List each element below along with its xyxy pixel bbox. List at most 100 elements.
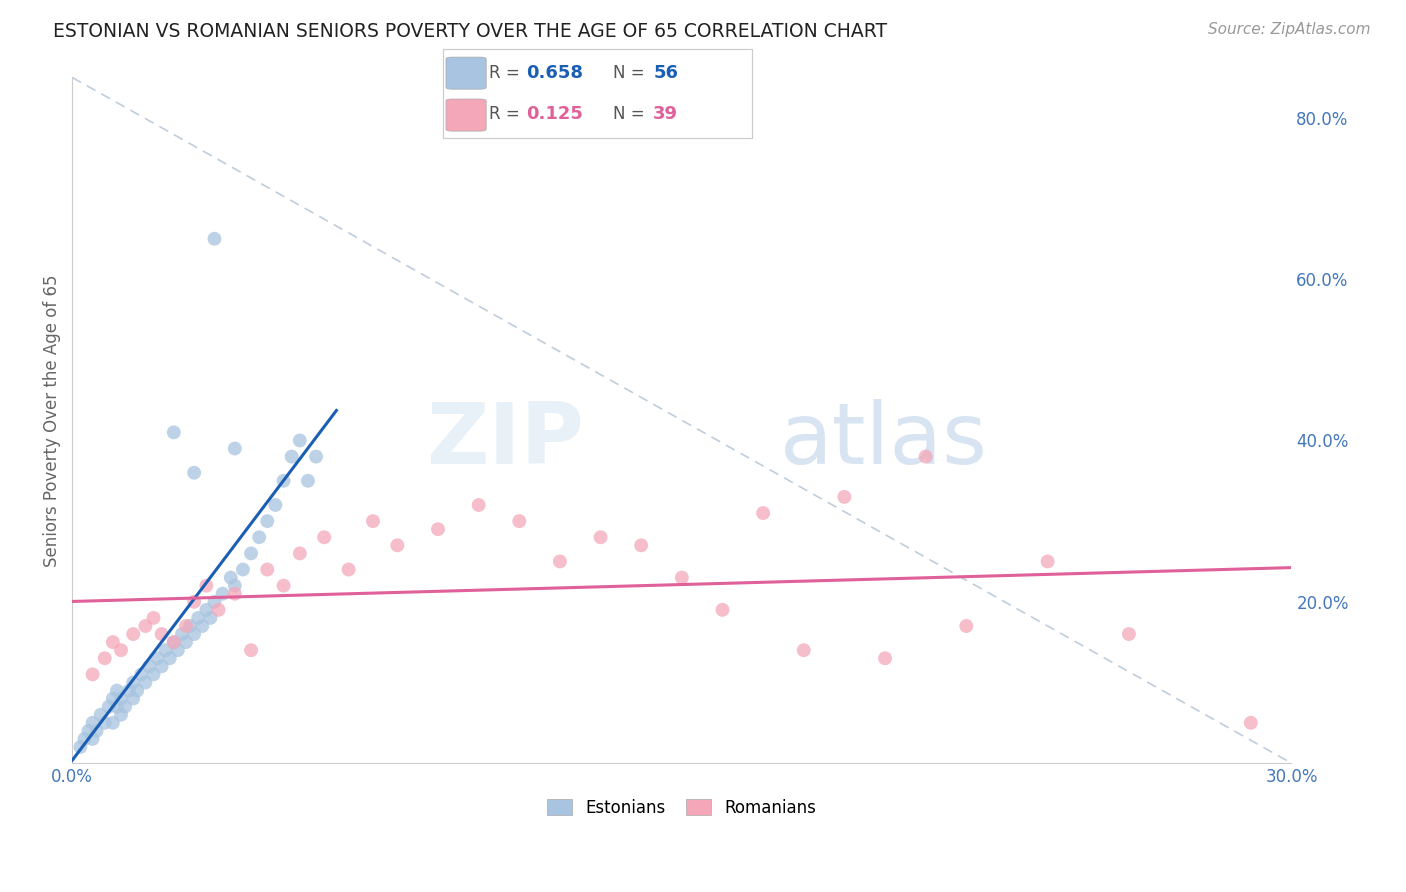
Point: [224, 579, 246, 593]
Text: N =: N =: [613, 105, 650, 123]
Point: [264, 498, 287, 512]
Point: [73, 731, 96, 746]
Point: [142, 667, 165, 681]
Point: [82, 667, 104, 681]
Point: [159, 651, 181, 665]
Point: [105, 699, 128, 714]
Point: [138, 659, 160, 673]
Point: [191, 619, 214, 633]
Point: [101, 691, 124, 706]
Point: [305, 450, 328, 464]
Point: [361, 514, 384, 528]
Point: [183, 466, 205, 480]
Point: [232, 562, 254, 576]
Point: [314, 530, 336, 544]
Point: [174, 635, 197, 649]
Point: [134, 675, 156, 690]
Point: [337, 562, 360, 576]
Text: 0.125: 0.125: [526, 105, 583, 123]
Point: [183, 627, 205, 641]
Text: ESTONIAN VS ROMANIAN SENIORS POVERTY OVER THE AGE OF 65 CORRELATION CHART: ESTONIAN VS ROMANIAN SENIORS POVERTY OVE…: [53, 22, 887, 41]
Point: [200, 611, 222, 625]
Point: [467, 498, 489, 512]
Point: [1036, 554, 1059, 568]
Point: [167, 643, 190, 657]
Point: [174, 619, 197, 633]
Point: [131, 667, 153, 681]
Point: [240, 546, 263, 560]
Point: [69, 739, 91, 754]
Point: [793, 643, 815, 657]
Point: [122, 691, 145, 706]
Point: [427, 522, 450, 536]
FancyBboxPatch shape: [446, 99, 486, 131]
Point: [163, 635, 186, 649]
Point: [873, 651, 896, 665]
Point: [142, 611, 165, 625]
Point: [1118, 627, 1140, 641]
Text: 56: 56: [654, 64, 678, 82]
Point: [204, 595, 226, 609]
Text: 0.658: 0.658: [526, 64, 583, 82]
Point: [93, 715, 115, 730]
Point: [211, 587, 233, 601]
Text: atlas: atlas: [779, 400, 987, 483]
Point: [508, 514, 530, 528]
Point: [150, 659, 173, 673]
Point: [82, 731, 104, 746]
Point: [1240, 715, 1263, 730]
Point: [195, 579, 218, 593]
Point: [195, 603, 218, 617]
Point: [155, 643, 177, 657]
Point: [387, 538, 409, 552]
Point: [256, 562, 278, 576]
Point: [240, 643, 263, 657]
Point: [219, 571, 242, 585]
Point: [179, 619, 201, 633]
Point: [110, 691, 132, 706]
Point: [163, 425, 186, 440]
Point: [105, 683, 128, 698]
Point: [273, 474, 295, 488]
Text: R =: R =: [489, 105, 526, 123]
Point: [834, 490, 856, 504]
Point: [114, 699, 136, 714]
Point: [273, 579, 295, 593]
Point: [146, 651, 169, 665]
Point: [170, 627, 193, 641]
Point: [247, 530, 270, 544]
Point: [122, 627, 145, 641]
Legend: Estonians, Romanians: Estonians, Romanians: [541, 792, 823, 823]
Point: [280, 450, 302, 464]
Point: [110, 707, 132, 722]
Point: [127, 683, 149, 698]
Point: [955, 619, 977, 633]
Point: [93, 651, 115, 665]
Point: [101, 715, 124, 730]
Point: [77, 723, 100, 738]
Point: [187, 611, 209, 625]
Point: [134, 619, 156, 633]
Point: [207, 603, 229, 617]
Point: [224, 587, 246, 601]
Text: R =: R =: [489, 64, 526, 82]
Point: [110, 643, 132, 657]
Text: ZIP: ZIP: [426, 400, 585, 483]
Text: 39: 39: [654, 105, 678, 123]
Point: [82, 715, 104, 730]
Point: [183, 595, 205, 609]
Point: [90, 707, 112, 722]
Point: [548, 554, 571, 568]
Point: [297, 474, 319, 488]
Point: [101, 635, 124, 649]
Point: [122, 675, 145, 690]
Point: [150, 627, 173, 641]
Point: [288, 546, 311, 560]
Point: [589, 530, 612, 544]
FancyBboxPatch shape: [446, 57, 486, 89]
Point: [163, 635, 186, 649]
Point: [752, 506, 775, 520]
Point: [711, 603, 734, 617]
Point: [630, 538, 652, 552]
Text: N =: N =: [613, 64, 650, 82]
